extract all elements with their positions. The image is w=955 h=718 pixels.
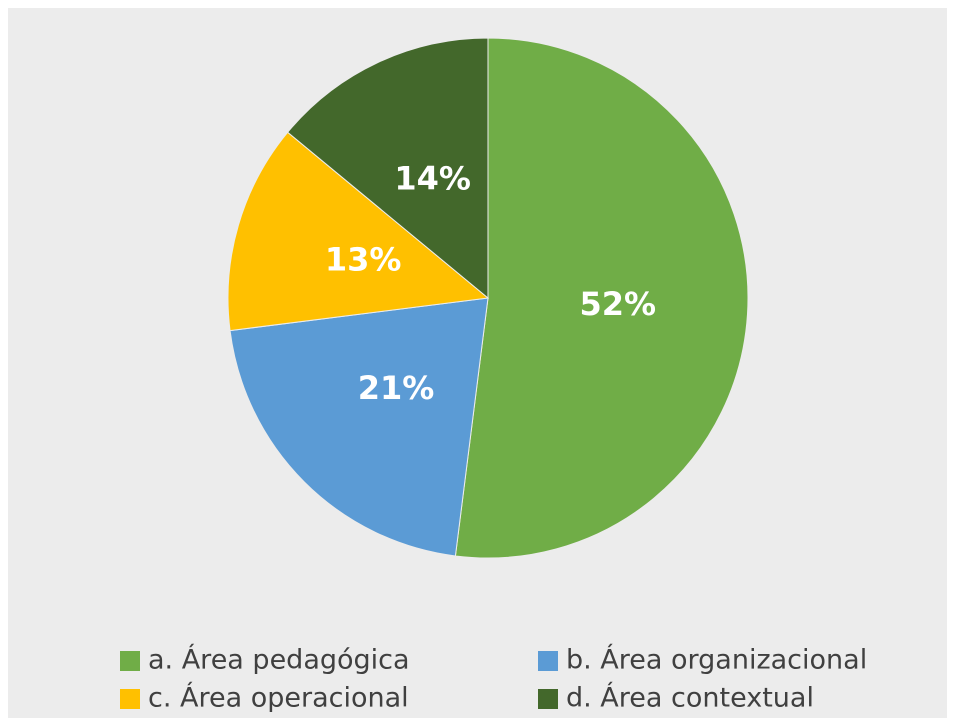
data-label: 52% (579, 285, 656, 323)
legend-swatch (538, 651, 558, 671)
legend-label: c. Área operacional (148, 682, 409, 714)
data-label: 21% (358, 369, 435, 407)
legend-label: a. Área pedagógica (148, 644, 410, 676)
data-label: 14% (394, 159, 471, 197)
pie-slice (454, 37, 749, 559)
pie-slice (227, 131, 490, 332)
legend-swatch (538, 689, 558, 709)
pie-slice (229, 297, 489, 557)
legend-label: d. Área contextual (566, 682, 814, 714)
data-label: 13% (325, 241, 402, 279)
pie-slice (286, 37, 489, 300)
legend-swatch (120, 689, 140, 709)
legend-label: b. Área organizacional (566, 644, 867, 676)
legend-swatch (120, 651, 140, 671)
